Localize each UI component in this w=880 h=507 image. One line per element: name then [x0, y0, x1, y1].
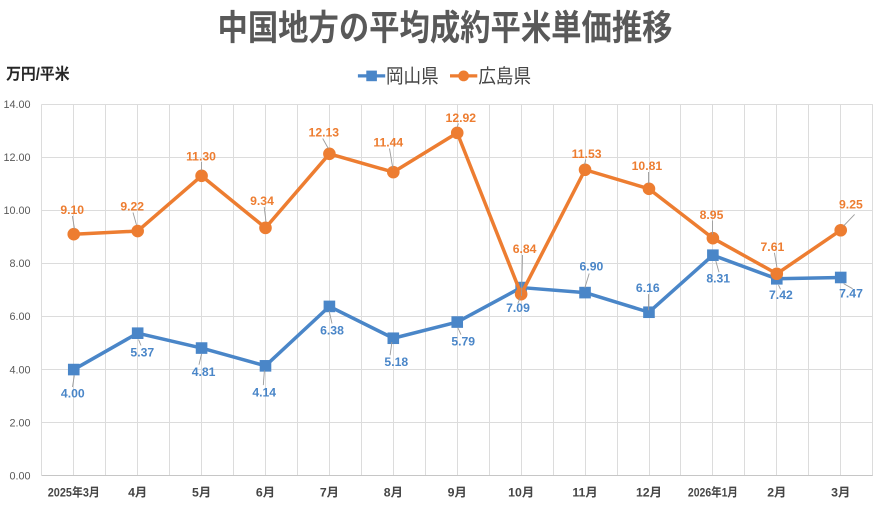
- svg-text:4.81: 4.81: [192, 365, 216, 379]
- svg-text:12.92: 12.92: [446, 111, 477, 125]
- svg-text:9.10: 9.10: [60, 203, 84, 217]
- svg-text:9.34: 9.34: [250, 194, 274, 208]
- svg-text:8月: 8月: [384, 485, 403, 499]
- svg-text:広島県: 広島県: [478, 66, 531, 88]
- svg-text:4.00: 4.00: [9, 364, 30, 376]
- svg-text:10.00: 10.00: [3, 205, 30, 217]
- svg-text:9.22: 9.22: [120, 199, 144, 213]
- svg-text:中国地方の平均成約平米単価推移: 中国地方の平均成約平米単価推移: [218, 8, 673, 48]
- svg-text:8.95: 8.95: [700, 208, 724, 222]
- svg-text:14.00: 14.00: [3, 99, 30, 111]
- svg-text:万円/平米: 万円/平米: [6, 66, 70, 84]
- svg-text:6.90: 6.90: [580, 260, 604, 274]
- svg-text:10月: 10月: [508, 485, 534, 499]
- svg-text:6月: 6月: [256, 485, 275, 499]
- svg-text:4.14: 4.14: [252, 386, 276, 400]
- svg-text:11月: 11月: [572, 485, 597, 499]
- svg-text:8.31: 8.31: [706, 272, 730, 286]
- svg-text:6.16: 6.16: [636, 281, 660, 295]
- svg-text:7月: 7月: [320, 485, 339, 499]
- svg-text:5月: 5月: [192, 485, 211, 499]
- svg-text:6.00: 6.00: [9, 311, 30, 323]
- svg-text:7.09: 7.09: [506, 301, 530, 315]
- svg-text:2026年1月: 2026年1月: [688, 485, 738, 499]
- svg-text:11.53: 11.53: [572, 147, 602, 161]
- svg-text:8.00: 8.00: [9, 258, 30, 270]
- svg-text:12月: 12月: [636, 485, 662, 499]
- svg-text:6.38: 6.38: [320, 323, 344, 337]
- svg-text:12.13: 12.13: [309, 126, 340, 140]
- svg-text:6.84: 6.84: [513, 242, 537, 256]
- svg-text:岡山県: 岡山県: [386, 66, 439, 88]
- svg-text:12.00: 12.00: [3, 152, 30, 164]
- svg-text:9月: 9月: [448, 485, 467, 499]
- svg-text:9.25: 9.25: [839, 197, 863, 211]
- svg-text:5.18: 5.18: [384, 355, 408, 369]
- svg-text:11.44: 11.44: [373, 136, 403, 150]
- svg-text:2.00: 2.00: [9, 417, 30, 429]
- svg-text:5.37: 5.37: [130, 345, 154, 359]
- svg-text:5.79: 5.79: [451, 335, 475, 349]
- svg-text:4月: 4月: [128, 485, 147, 499]
- svg-text:7.47: 7.47: [839, 287, 863, 301]
- svg-text:0.00: 0.00: [9, 470, 30, 482]
- svg-text:2025年3月: 2025年3月: [48, 485, 100, 499]
- svg-text:7.42: 7.42: [769, 288, 793, 302]
- svg-text:2月: 2月: [767, 485, 786, 499]
- svg-text:11.30: 11.30: [186, 150, 216, 164]
- svg-text:4.00: 4.00: [61, 387, 85, 401]
- svg-text:10.81: 10.81: [632, 159, 663, 173]
- svg-text:3月: 3月: [831, 485, 850, 499]
- svg-text:7.61: 7.61: [761, 240, 785, 254]
